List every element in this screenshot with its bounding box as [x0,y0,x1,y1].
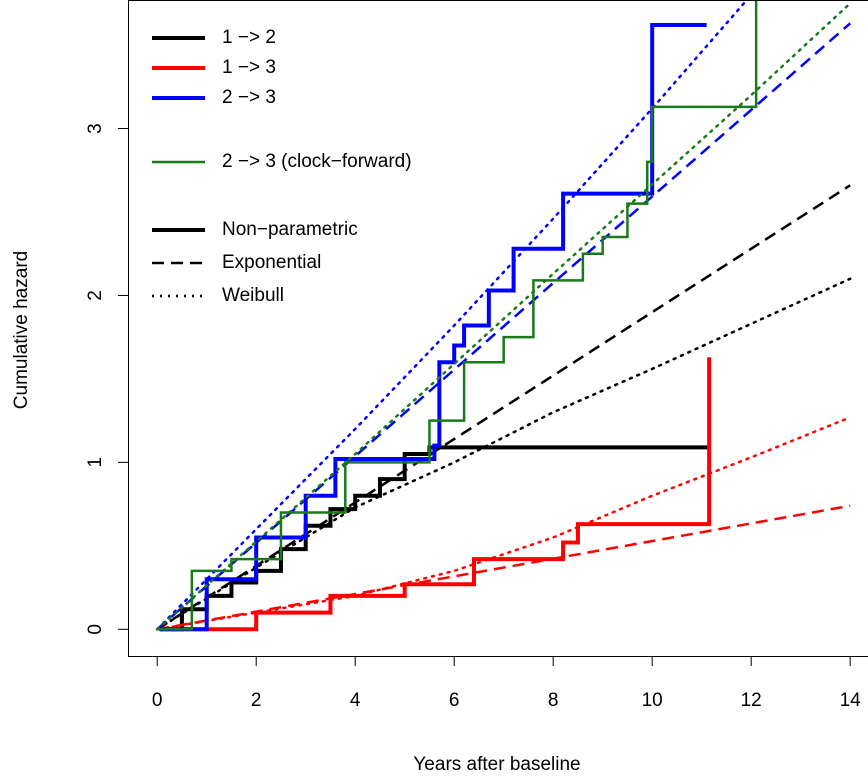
x-tick-label: 8 [548,690,559,711]
y-tick-label: 0 [85,624,106,635]
weibull-line [155,0,749,631]
weibull-line [155,277,852,631]
steps-line [159,445,710,632]
steps-line [159,23,707,632]
legend-label: 2 −> 3 [222,87,276,108]
x-tick-label: 10 [642,690,663,711]
legend-label: 2 −> 3 (clock−forward) [222,151,412,172]
weibull-line [155,416,852,631]
y-axis-label: Cumulative hazard [11,251,32,409]
legend-label: Weibull [222,285,284,306]
plot-area [155,0,852,632]
x-tick-label: 2 [251,690,262,711]
exponential-line [156,504,851,631]
steps-line [159,357,712,632]
legend-label: 1 −> 2 [222,27,276,48]
x-tick-label: 14 [840,690,862,711]
x-axis-label: Years after baseline [413,754,580,775]
x-tick-label: 12 [741,690,762,711]
y-tick-label: 3 [85,123,106,134]
y-tick-label: 1 [85,457,106,468]
legend-label: Exponential [222,252,321,273]
weibull-line [155,2,852,631]
legend-label: 1 −> 3 [222,57,276,78]
y-tick-label: 2 [85,290,106,301]
x-tick-label: 4 [350,690,361,711]
exponential-line [156,184,851,631]
x-tick-label: 6 [449,690,460,711]
legend-label: Non−parametric [222,219,358,240]
x-tick-label: 0 [152,690,163,711]
